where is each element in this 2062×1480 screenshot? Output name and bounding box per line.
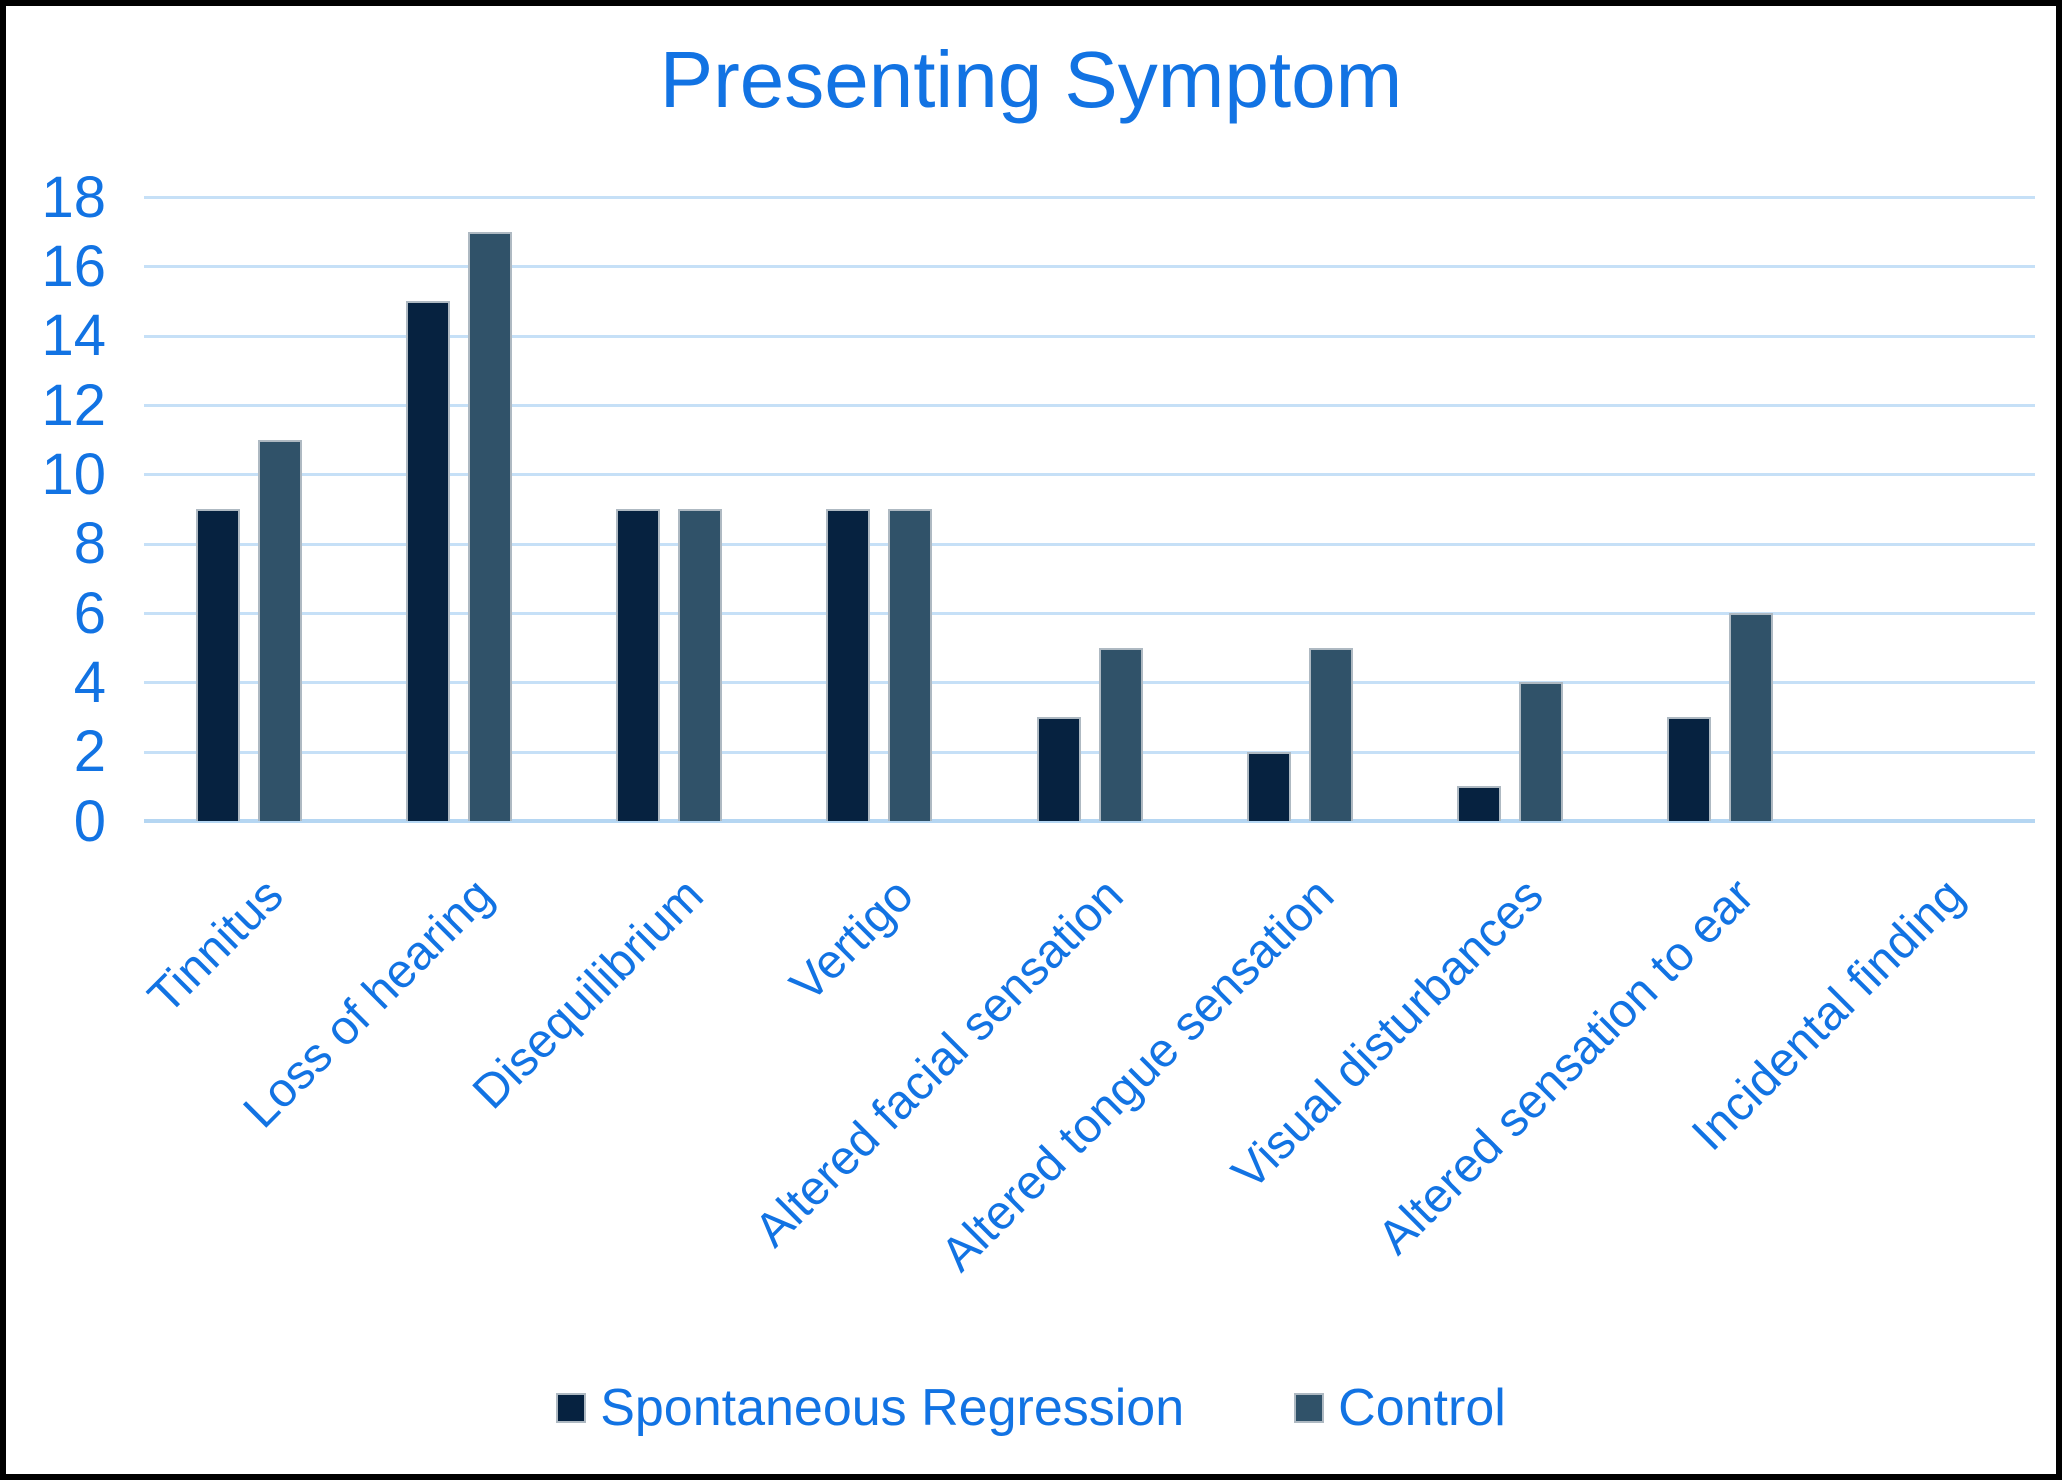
- bar-spontaneous-regression-altered-tongue-sensation: [1246, 751, 1291, 821]
- bar-spontaneous-regression-visual-disturbances: [1456, 786, 1501, 821]
- y-tick-label-2: 2: [73, 719, 106, 785]
- gridline-y-18: [144, 196, 2035, 199]
- x-axis-label-altered-facial-sensation: Altered facial sensation: [745, 868, 1134, 1258]
- y-tick-label-16: 16: [41, 233, 106, 299]
- y-tick-label-10: 10: [41, 441, 106, 507]
- y-tick-label-18: 18: [41, 164, 106, 230]
- bar-control-altered-facial-sensation: [1098, 647, 1143, 821]
- gridline-y-6: [144, 612, 2035, 615]
- x-axis-baseline: [144, 819, 2035, 823]
- y-tick-label-14: 14: [41, 303, 106, 369]
- bar-spontaneous-regression-altered-facial-sensation: [1036, 717, 1081, 821]
- x-axis-label-altered-sensation-to-ear: Altered sensation to ear: [1368, 868, 1765, 1265]
- bar-spontaneous-regression-loss-of-hearing: [406, 301, 451, 821]
- y-tick-label-4: 4: [73, 649, 106, 715]
- bar-spontaneous-regression-tinnitus: [196, 509, 241, 821]
- y-tick-label-8: 8: [73, 511, 106, 577]
- legend-item-control: Control: [1294, 1378, 1506, 1438]
- bar-control-disequilibrium: [678, 509, 723, 821]
- bar-control-altered-sensation-to-ear: [1728, 613, 1773, 821]
- bar-spontaneous-regression-altered-sensation-to-ear: [1666, 717, 1711, 821]
- gridline-y-4: [144, 681, 2035, 685]
- legend: Spontaneous Regression Control: [6, 1378, 2056, 1438]
- bar-control-altered-tongue-sensation: [1308, 647, 1353, 821]
- chart-title: Presenting Symptom: [659, 35, 1403, 124]
- legend-item-spontaneous-regression: Spontaneous Regression: [556, 1378, 1184, 1438]
- legend-swatch-spontaneous-regression: [556, 1393, 587, 1423]
- y-tick-label-12: 12: [41, 372, 106, 438]
- bar-control-tinnitus: [258, 439, 303, 821]
- x-axis-label-vertigo: Vertigo: [780, 868, 924, 1012]
- y-tick-label-0: 0: [73, 788, 106, 854]
- legend-swatch-control: [1294, 1393, 1325, 1423]
- gridline-y-10: [144, 473, 2035, 477]
- legend-label-control: Control: [1338, 1379, 1506, 1437]
- bar-control-loss-of-hearing: [468, 231, 513, 821]
- plot-area: [144, 196, 2035, 823]
- bar-control-vertigo: [888, 509, 933, 821]
- gridline-y-8: [144, 542, 2035, 546]
- bar-spontaneous-regression-vertigo: [826, 509, 871, 821]
- gridline-y-14: [144, 334, 2035, 338]
- gridline-y-2: [144, 750, 2035, 754]
- bar-control-visual-disturbances: [1518, 682, 1563, 821]
- x-axis-label-tinnitus: Tinnitus: [138, 868, 294, 1024]
- bar-spontaneous-regression-disequilibrium: [616, 509, 661, 821]
- gridline-y-16: [144, 265, 2035, 269]
- gridline-y-12: [144, 404, 2035, 407]
- x-axis-label-altered-tongue-sensation: Altered tongue sensation: [930, 868, 1344, 1282]
- y-tick-label-6: 6: [73, 580, 106, 646]
- legend-label-spontaneous-regression: Spontaneous Regression: [600, 1379, 1185, 1437]
